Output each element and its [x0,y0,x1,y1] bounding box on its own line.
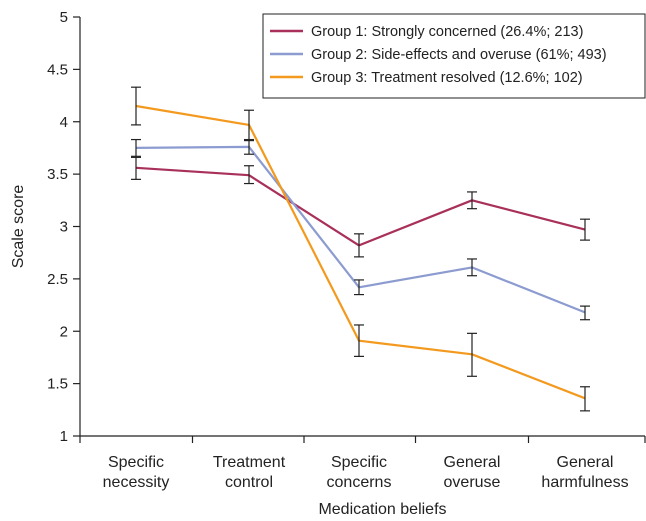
error-bar [244,109,254,142]
series-1 [131,156,590,258]
series-line [135,104,586,400]
x-tick-label: Specific necessity [103,454,170,491]
error-bar [131,156,141,180]
legend-item: Group 3: Treatment resolved (12.6%; 102) [270,70,583,86]
error-bar [580,386,590,412]
y-tick-label: 5 [60,9,68,26]
y-tick-label: 2 [60,323,68,340]
x-tick-label: Treatment control [213,454,286,491]
y-tick-label: 4.5 [47,61,68,78]
error-bar [467,258,477,277]
series-group [131,86,590,412]
error-bar [354,279,364,296]
legend-item: Group 1: Strongly concerned (26.4%; 213) [270,24,583,40]
legend-label: Group 3: Treatment resolved (12.6%; 102) [311,70,583,86]
error-bar [244,165,254,185]
x-tick-label: General overuse [444,454,501,491]
y-tick-label: 3.5 [47,166,68,183]
y-tick-label: 1.5 [47,376,68,393]
error-bar [354,324,364,357]
error-bar [467,332,477,377]
series-2 [131,138,590,321]
error-bar [354,233,364,258]
x-tick-label: General harmfulness [541,454,628,491]
y-axis-ticks: 1 1.5 2 2.5 3 3.5 4 4.5 5 [47,9,80,445]
y-tick-label: 4 [60,114,68,131]
legend-label: Group 1: Strongly concerned (26.4%; 213) [311,24,583,40]
error-bar [580,305,590,321]
legend-label: Group 2: Side-effects and overuse (61%; … [311,47,607,63]
x-axis-label: Medication beliefs [318,501,446,518]
series-3 [131,86,590,412]
error-bar [467,191,477,210]
x-tick-label: Specific concerns [327,454,392,491]
error-bar [131,86,141,126]
legend-item: Group 2: Side-effects and overuse (61%; … [270,47,607,63]
legend-box [262,13,646,99]
y-tick-label: 3 [60,219,68,236]
y-axis-label: Scale score [10,185,27,269]
error-bar [131,138,141,157]
legend: Group 1: Strongly concerned (26.4%; 213)… [262,13,646,99]
y-tick-label: 2.5 [47,271,68,288]
y-tick-label: 1 [60,428,68,445]
x-axis-ticks: Specific necessity Treatment control Specifi… [79,436,646,491]
error-bar [580,218,590,241]
